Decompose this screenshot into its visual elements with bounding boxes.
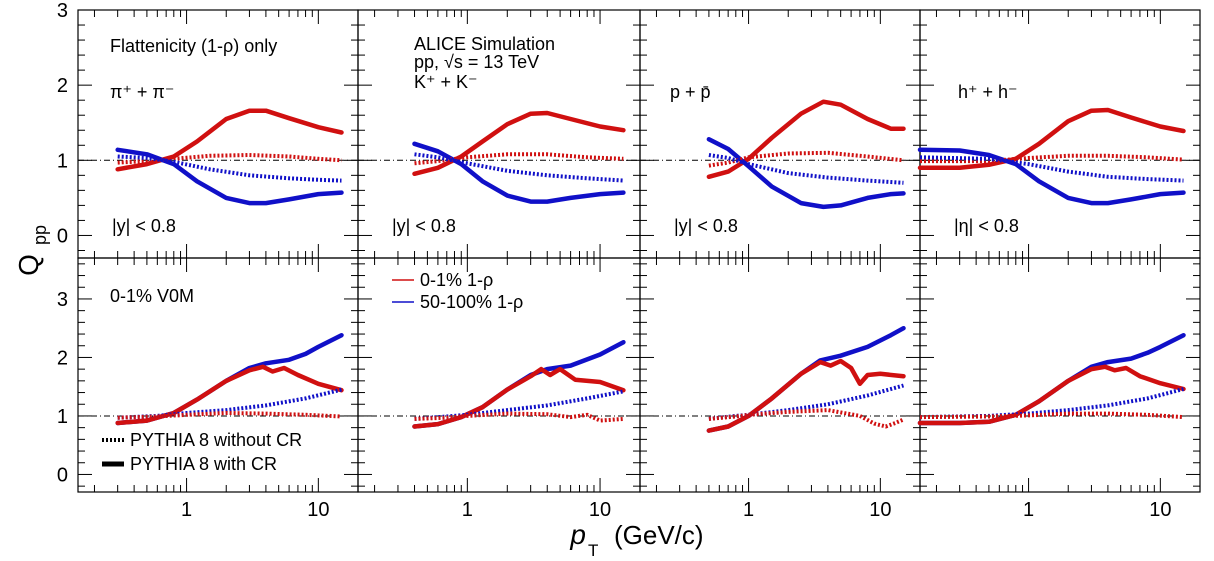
legend-label: 50-100% 1-ρ	[420, 292, 523, 312]
panel-pion-top: 0 1 2 3 Flattenicity (1-ρ) only π⁺ + π⁻ |y| < …	[57, 0, 359, 259]
x-tick-label: 1	[743, 499, 754, 521]
panel-annotation: Flattenicity (1-ρ) only	[110, 36, 277, 56]
series-line-red-solid	[706, 99, 906, 180]
x-tick-label: 10	[307, 499, 329, 521]
legend-label: PYTHIA 8 with CR	[130, 454, 277, 474]
x-tick-label: 10	[869, 499, 891, 521]
series-line-blue-dotted	[414, 152, 624, 183]
panel-annotation: |y| < 0.8	[674, 216, 738, 236]
panel-proton-bottom: 1 10	[639, 257, 921, 521]
series-line-blue-dotted	[117, 387, 342, 420]
x-axis-label-unit: (GeV/c)	[614, 520, 704, 550]
panel-hadron-bottom: 1 10	[917, 257, 1201, 521]
y-tick-label: 1	[57, 150, 68, 172]
panel-annotation: π⁺ + π⁻	[110, 82, 174, 102]
panel-pion-bottom: 1 10 0 1 2 3 0-1% V0M PYTHIA 8 without CR PYTHIA…	[57, 257, 359, 521]
series-line-red-solid	[412, 366, 626, 429]
legend-label: 0-1% 1-ρ	[420, 270, 493, 290]
y-tick-label: 1	[57, 406, 68, 428]
y-tick-label: 0	[57, 464, 68, 486]
series-line-blue-solid	[115, 147, 344, 206]
y-tick-label: 0	[57, 225, 68, 247]
series-line-red-solid	[917, 107, 1186, 171]
x-axis-label-sub: T	[588, 541, 598, 560]
x-axis-label-main: p	[569, 519, 586, 550]
series-line-blue-dotted	[708, 383, 905, 421]
series-line-blue-dotted	[919, 155, 1184, 183]
series-line-blue-dotted	[708, 153, 904, 185]
x-tick-label: 1	[1023, 499, 1034, 521]
series-line-red-solid	[412, 110, 626, 177]
panel-kaon-bottom: 1 10 0-1% 1-ρ50-100% 1-ρ	[357, 257, 641, 521]
panel-annotation: K⁺ + K⁻	[414, 72, 478, 92]
series-line-red-dotted	[920, 153, 1184, 164]
x-tick-label: 1	[181, 499, 192, 521]
panel-annotation: |η| < 0.8	[954, 216, 1019, 236]
series-line-red-solid	[706, 358, 906, 433]
y-tick-label: 3	[57, 289, 68, 311]
series-line-red-solid	[115, 364, 344, 426]
x-tick-label: 10	[589, 499, 611, 521]
panel-annotation: h⁺ + h⁻	[958, 82, 1018, 102]
panel-annotation: pp, √s = 13 TeV	[414, 52, 539, 72]
panel-frame	[919, 257, 1201, 493]
y-axis-label-main: Q	[13, 254, 44, 276]
y-axis-label: Q pp	[13, 225, 50, 276]
series-line-red-dotted	[708, 408, 905, 429]
series-line-red-dotted	[117, 411, 342, 420]
x-tick-label: 1	[462, 499, 473, 521]
series-line-red-dotted	[414, 411, 624, 423]
x-axis-label: p T (GeV/c)	[569, 519, 703, 560]
panel-annotation: ALICE Simulation	[414, 34, 555, 54]
panel-annotation: 0-1% V0M	[110, 286, 194, 306]
series-line-blue-dotted	[117, 154, 342, 183]
panel-annotation: p + p̄	[670, 82, 711, 102]
series-line-red-dotted	[117, 153, 342, 165]
series-line-red-solid	[917, 364, 1186, 426]
legend-label: PYTHIA 8 without CR	[130, 430, 302, 450]
series-line-red-dotted	[919, 411, 1184, 420]
panel-annotation: |y| < 0.8	[112, 216, 176, 236]
panel-annotation: |y| < 0.8	[392, 216, 456, 236]
series-line-blue-solid	[706, 137, 906, 210]
series-line-red-dotted	[708, 150, 904, 168]
y-axis-label-sub: pp	[30, 225, 50, 245]
series-line-red-dotted	[414, 152, 624, 166]
y-tick-label: 2	[57, 75, 68, 97]
x-tick-label: 10	[1149, 499, 1171, 521]
panel-hadron-top: h⁺ + h⁻ |η| < 0.8	[917, 9, 1201, 259]
y-tick-label: 2	[57, 347, 68, 369]
series-line-blue-solid	[917, 147, 1186, 206]
series-line-blue-solid	[412, 141, 626, 204]
y-tick-label: 3	[57, 0, 68, 22]
panel-proton-top: p + p̄ |y| < 0.8	[639, 9, 921, 259]
panel-grid: 0 1 2 3 Flattenicity (1-ρ) only π⁺ + π⁻ |y| < …	[57, 0, 1201, 521]
